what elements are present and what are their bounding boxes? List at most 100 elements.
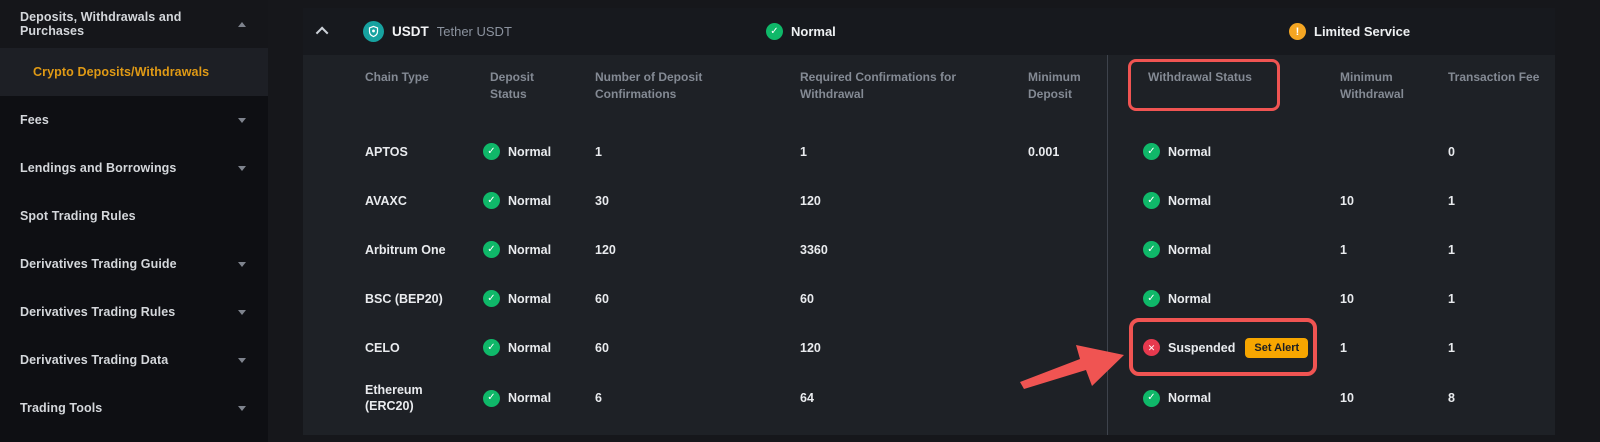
col-deposit-confirms: Number of Deposit Confirmations <box>595 70 703 101</box>
deposit-overall-status: Normal <box>791 24 836 39</box>
col-withdraw-confirms: Required Confirmations for Withdrawal <box>800 70 957 101</box>
deposit-status: Normal <box>508 391 552 405</box>
sidebar-item-trading-tools[interactable]: Trading Tools <box>0 384 268 432</box>
coin-name: Tether USDT <box>436 24 512 39</box>
min-withdrawal: 1 <box>1340 340 1347 355</box>
sidebar-item-label: Derivatives Trading Rules <box>20 305 176 319</box>
withdrawal-status: Normal <box>1168 144 1212 159</box>
check-icon <box>483 339 500 356</box>
col-min-deposit: Minimum Deposit <box>1028 70 1081 101</box>
transaction-fee: 1 <box>1448 291 1455 306</box>
deposit-status: Normal <box>508 291 552 306</box>
sidebar-item-derivatives-trading-rules[interactable]: Derivatives Trading Rules <box>0 288 268 336</box>
sidebar-item-lendings-borrowings[interactable]: Lendings and Borrowings <box>0 144 268 192</box>
deposit-confirmations: 30 <box>595 193 609 208</box>
withdrawal-status: Suspended <box>1168 340 1236 355</box>
sidebar-item-derivatives-trading-data[interactable]: Derivatives Trading Data <box>0 336 268 384</box>
min-withdrawal: 10 <box>1340 291 1354 306</box>
check-icon <box>483 290 500 307</box>
col-withdrawal-status: Withdrawal Status <box>1148 70 1252 84</box>
chevron-down-icon <box>238 165 246 171</box>
table-row-avaxc: AVAXC Normal 30 120 Normal 10 1 <box>303 176 1555 225</box>
withdrawal-confirmations: 120 <box>800 340 821 355</box>
sidebar-item-label: Derivatives Trading Guide <box>20 257 177 271</box>
transaction-fee: 1 <box>1448 242 1455 257</box>
deposit-confirmations: 120 <box>595 242 616 257</box>
col-chain-type: Chain Type <box>365 70 429 84</box>
sidebar: Deposits, Withdrawals and Purchases Cryp… <box>0 0 268 442</box>
chain-name: BSC (BEP20) <box>365 291 443 306</box>
check-icon <box>1143 241 1160 258</box>
sidebar-item-label: Crypto Deposits/Withdrawals <box>33 65 210 79</box>
table-row-bsc: BSC (BEP20) Normal 60 60 Normal 10 1 <box>303 274 1555 323</box>
check-icon <box>1143 192 1160 209</box>
sidebar-item-deposits-withdrawals-purchases[interactable]: Deposits, Withdrawals and Purchases <box>0 0 268 48</box>
chevron-down-icon <box>238 405 246 411</box>
deposit-status: Normal <box>508 242 552 257</box>
withdrawal-status: Normal <box>1168 391 1212 405</box>
table-row-celo: CELO Normal 60 120 Suspended Set Alert 1… <box>303 323 1555 372</box>
sidebar-item-label: Lendings and Borrowings <box>20 161 177 175</box>
chevron-up-icon <box>238 21 246 27</box>
sidebar-item-label: Fees <box>20 113 49 127</box>
check-icon <box>483 192 500 209</box>
coin-symbol: USDT <box>392 24 429 39</box>
deposit-confirmations: 60 <box>595 291 609 306</box>
warning-icon <box>1289 23 1306 40</box>
coin-header: USDT Tether USDT Normal Limited Service <box>303 8 1555 55</box>
sidebar-item-label: Trading Tools <box>20 401 103 415</box>
min-deposit: 0.001 <box>1028 144 1060 159</box>
table-header: Chain Type Deposit Status Number of Depo… <box>303 55 1555 121</box>
sidebar-item-spot-trading-rules[interactable]: Spot Trading Rules <box>0 192 268 240</box>
withdrawal-status: Normal <box>1168 291 1212 306</box>
withdrawal-confirmations: 1 <box>800 144 807 159</box>
chevron-down-icon <box>238 261 246 267</box>
usdt-coin-icon <box>363 21 384 42</box>
sidebar-item-fees[interactable]: Fees <box>0 96 268 144</box>
sidebar-item-label: Spot Trading Rules <box>20 209 136 223</box>
withdrawal-confirmations: 60 <box>800 291 814 306</box>
chevron-down-icon <box>238 357 246 363</box>
chevron-down-icon <box>238 117 246 123</box>
deposit-confirmations: 6 <box>595 391 602 405</box>
check-icon <box>766 23 783 40</box>
chevron-down-icon <box>238 309 246 315</box>
coin-status-card: USDT Tether USDT Normal Limited Service … <box>303 8 1555 435</box>
deposit-status: Normal <box>508 144 552 159</box>
transaction-fee: 1 <box>1448 340 1455 355</box>
chain-name: CELO <box>365 340 400 355</box>
withdrawal-confirmations: 120 <box>800 193 821 208</box>
min-withdrawal: 10 <box>1340 391 1354 405</box>
collapse-control[interactable] <box>315 8 329 55</box>
chain-name: Ethereum (ERC20) <box>365 383 423 413</box>
sidebar-item-label: Derivatives Trading Data <box>20 353 169 367</box>
sidebar-item-derivatives-trading-guide[interactable]: Derivatives Trading Guide <box>0 240 268 288</box>
withdrawal-confirmations: 64 <box>800 391 814 405</box>
transaction-fee: 8 <box>1448 391 1455 405</box>
sidebar-item-crypto-deposits-withdrawals[interactable]: Crypto Deposits/Withdrawals <box>0 48 268 96</box>
transaction-fee: 1 <box>1448 193 1455 208</box>
chain-name: Arbitrum One <box>365 242 446 257</box>
transaction-fee: 0 <box>1448 144 1455 159</box>
check-icon <box>1143 389 1160 407</box>
col-transaction-fee: Transaction Fee <box>1448 70 1540 84</box>
withdrawal-overall-status: Limited Service <box>1314 24 1411 39</box>
check-icon <box>1143 290 1160 307</box>
chain-name: APTOS <box>365 144 408 159</box>
check-icon <box>483 143 500 160</box>
table-row-aptos: APTOS Normal 1 1 0.001 Normal 0 <box>303 127 1555 176</box>
chain-name: AVAXC <box>365 193 407 208</box>
deposit-status: Normal <box>508 340 552 355</box>
col-min-withdrawal: Minimum Withdrawal <box>1340 70 1404 101</box>
withdrawal-column-divider <box>1107 55 1108 435</box>
check-icon <box>483 389 500 407</box>
min-withdrawal: 10 <box>1340 193 1354 208</box>
min-withdrawal: 1 <box>1340 242 1347 257</box>
withdrawal-confirmations: 3360 <box>800 242 828 257</box>
table-row-arbitrum: Arbitrum One Normal 120 3360 Normal 1 1 <box>303 225 1555 274</box>
sidebar-item-label: Deposits, Withdrawals and Purchases <box>20 10 182 38</box>
check-icon <box>483 241 500 258</box>
withdrawal-status: Normal <box>1168 193 1212 208</box>
collapse-chevron-icon <box>315 26 329 40</box>
set-alert-button[interactable]: Set Alert <box>1245 337 1309 358</box>
